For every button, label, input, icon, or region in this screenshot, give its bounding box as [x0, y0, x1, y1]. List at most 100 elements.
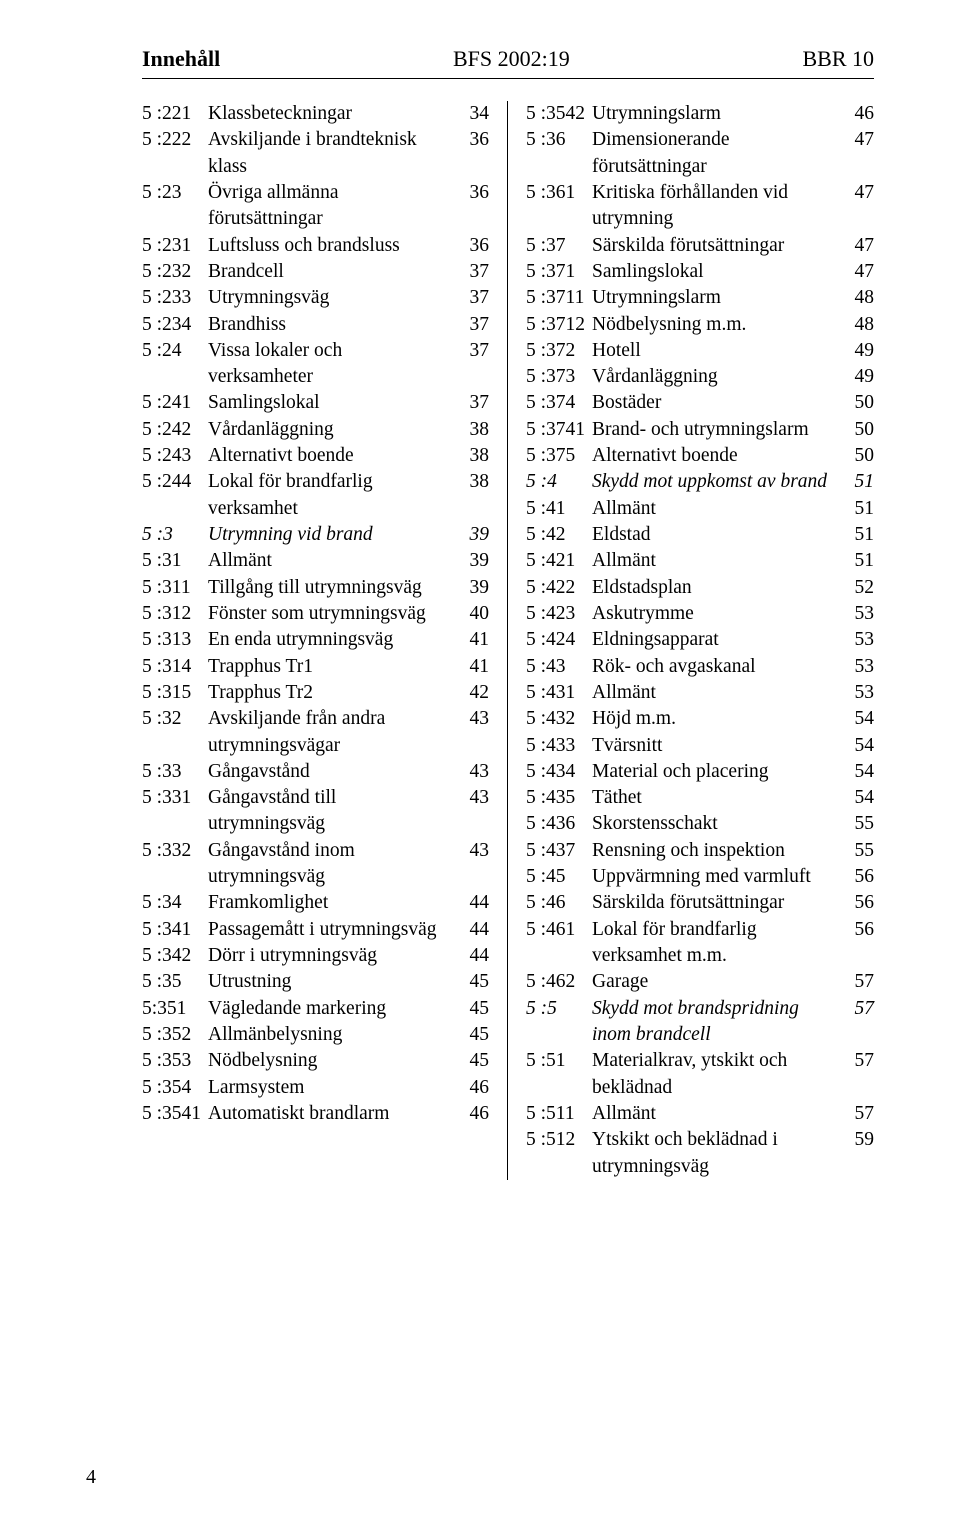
toc-label: Automatiskt brandlarm [208, 1101, 455, 1127]
toc-row: 5 :433Tvärsnitt54 [526, 733, 874, 759]
toc-row: 5 :241Samlingslokal37 [142, 390, 489, 416]
toc-label: Allmänt [592, 548, 840, 574]
toc-row: 5 :436Skorstensschakt55 [526, 811, 874, 837]
toc-page: 36 [455, 233, 489, 259]
toc-row: 5 :234Brandhiss37 [142, 312, 489, 338]
toc-row: 5 :46Särskilda förutsättningar56 [526, 890, 874, 916]
toc-code: 5 :23 [142, 180, 208, 206]
toc-label: Eldstad [592, 522, 840, 548]
toc-page: 38 [455, 443, 489, 469]
toc-row: 5 :41Allmänt51 [526, 496, 874, 522]
toc-row: 5 :375Alternativt boende50 [526, 443, 874, 469]
toc-page: 36 [455, 127, 489, 153]
toc-label: Höjd m.m. [592, 706, 840, 732]
toc-label: Skydd mot brandspridning inom brandcell [592, 996, 840, 1049]
toc-code: 5 :24 [142, 338, 208, 364]
toc-page: 40 [455, 601, 489, 627]
toc-label: En enda utrymningsväg [208, 627, 455, 653]
toc-code: 5 :222 [142, 127, 208, 153]
toc-row: 5 :233Utrymningsväg37 [142, 285, 489, 311]
header-right: BBR 10 [802, 46, 874, 72]
toc-row: 5 :3542Utrymningslarm46 [526, 101, 874, 127]
toc-code: 5 :375 [526, 443, 592, 469]
toc-code: 5 :31 [142, 548, 208, 574]
toc-code: 5 :371 [526, 259, 592, 285]
toc-page: 51 [840, 496, 874, 522]
toc-row: 5 :35Utrustning45 [142, 969, 489, 995]
toc-code: 5 :3712 [526, 312, 592, 338]
toc-code: 5 :46 [526, 890, 592, 916]
toc-page: 44 [455, 943, 489, 969]
toc-page: 46 [455, 1075, 489, 1101]
toc-page: 34 [455, 101, 489, 127]
toc-code: 5 :43 [526, 654, 592, 680]
toc-code: 5 :331 [142, 785, 208, 811]
toc-page: 48 [840, 312, 874, 338]
toc-page: 53 [840, 680, 874, 706]
toc-page: 44 [455, 917, 489, 943]
toc-row: 5 :361Kritiska förhållanden vid utrymnin… [526, 180, 874, 233]
toc-row: 5 :314Trapphus Tr141 [142, 654, 489, 680]
toc-page: 46 [840, 101, 874, 127]
toc-code: 5 :51 [526, 1048, 592, 1074]
toc-label: Avskiljande från andra utrymningsvägar [208, 706, 455, 759]
toc-row: 5 :36Dimensionerande förutsättningar47 [526, 127, 874, 180]
toc-label: Luftsluss och brandsluss [208, 233, 455, 259]
toc-page: 43 [455, 706, 489, 732]
toc-row: 5 :3741Brand- och utrymningslarm50 [526, 417, 874, 443]
toc-page: 38 [455, 469, 489, 495]
toc-code: 5 :221 [142, 101, 208, 127]
toc-label: Allmänt [592, 680, 840, 706]
toc-row: 5 :431Allmänt53 [526, 680, 874, 706]
toc-row: 5 :342Dörr i utrymningsväg44 [142, 943, 489, 969]
toc-label: Lokal för brandfarlig verksamhet [208, 469, 455, 522]
toc-page: 37 [455, 390, 489, 416]
toc-page: 43 [455, 759, 489, 785]
toc-row: 5 :462Garage57 [526, 969, 874, 995]
toc-code: 5 :45 [526, 864, 592, 890]
toc-page: 57 [840, 996, 874, 1022]
toc-page: 43 [455, 785, 489, 811]
toc-label: Utrymningsväg [208, 285, 455, 311]
toc-page: 51 [840, 469, 874, 495]
toc-label: Alternativt boende [592, 443, 840, 469]
toc-page: 54 [840, 785, 874, 811]
toc-row: 5 :24Vissa lokaler och verksamheter37 [142, 338, 489, 391]
header-left: Innehåll [142, 46, 220, 72]
toc-page: 44 [455, 890, 489, 916]
toc-label: Eldningsapparat [592, 627, 840, 653]
toc-label: Uppvärmning med varmluft [592, 864, 840, 890]
toc-label: Dimensionerande förutsättningar [592, 127, 840, 180]
toc-code: 5 :341 [142, 917, 208, 943]
toc-code: 5 :3542 [526, 101, 592, 127]
toc-code: 5 :372 [526, 338, 592, 364]
toc-code: 5 :421 [526, 548, 592, 574]
toc-label: Allmänbelysning [208, 1022, 455, 1048]
toc-page: 55 [840, 838, 874, 864]
toc-code: 5 :232 [142, 259, 208, 285]
header-rule [142, 78, 874, 79]
toc-row: 5 :421Allmänt51 [526, 548, 874, 574]
toc-code: 5 :3541 [142, 1101, 208, 1127]
toc-code: 5 :437 [526, 838, 592, 864]
toc-page: 41 [455, 654, 489, 680]
toc-page: 56 [840, 864, 874, 890]
toc-page: 37 [455, 312, 489, 338]
toc-page: 57 [840, 1101, 874, 1127]
toc-page: 37 [455, 285, 489, 311]
footer-page-number: 4 [86, 1466, 96, 1489]
toc-row: 5:351Vägledande markering45 [142, 996, 489, 1022]
toc-code: 5 :433 [526, 733, 592, 759]
toc-code: 5 :462 [526, 969, 592, 995]
toc-code: 5 :314 [142, 654, 208, 680]
toc-label: Skorstensschakt [592, 811, 840, 837]
toc-code: 5 :434 [526, 759, 592, 785]
toc-code: 5 :231 [142, 233, 208, 259]
toc-page: 45 [455, 969, 489, 995]
toc-row: 5 :243Alternativt boende38 [142, 443, 489, 469]
toc-label: Täthet [592, 785, 840, 811]
toc-row: 5 :37Särskilda förutsättningar47 [526, 233, 874, 259]
toc-row: 5 :5Skydd mot brandspridning inom brandc… [526, 996, 874, 1049]
toc-row: 5 :332Gångavstånd inom utrymningsväg43 [142, 838, 489, 891]
toc-label: Gångavstånd [208, 759, 455, 785]
